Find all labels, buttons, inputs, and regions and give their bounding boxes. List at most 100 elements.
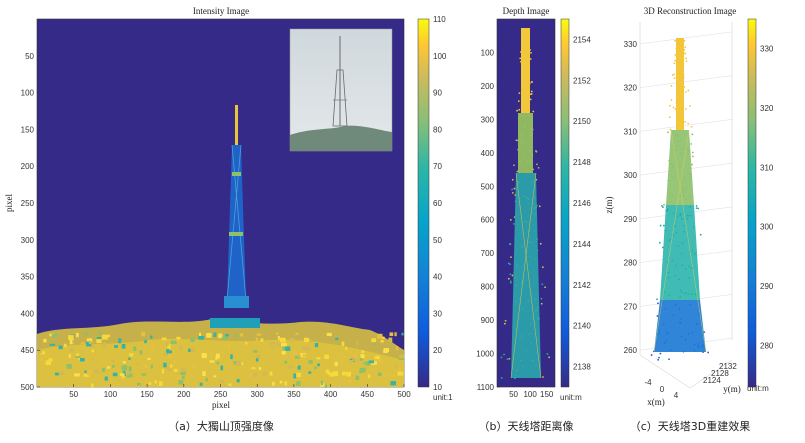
depth-point (516, 170, 519, 173)
recon-colorbar-tick-label: 320 (760, 104, 774, 113)
depth-colorbar-tick-label: 2154 (573, 35, 591, 44)
depth-colorbar-tick-label: 2140 (573, 322, 591, 331)
ground-speckle (199, 382, 203, 386)
ground-speckle (40, 351, 45, 355)
recon-y-tick-label: 2124 (703, 376, 721, 385)
ground-speckle (70, 348, 74, 353)
depth-colorbar-tick-label: 2144 (573, 240, 591, 249)
ground-speckle (58, 345, 63, 350)
ground-speckle (220, 365, 224, 371)
recon-point (684, 46, 687, 49)
ground-speckle (296, 382, 301, 386)
depth-point (509, 242, 511, 245)
ground-speckle (377, 372, 382, 377)
ground-speckle (383, 349, 389, 354)
recon-point (672, 106, 675, 109)
ground-speckle (173, 368, 178, 372)
depth-point (500, 356, 503, 359)
depth-point (509, 219, 512, 221)
ground-speckle (83, 374, 90, 377)
recon-colorbar-tick-label: 330 (760, 45, 774, 54)
ground-speckle (240, 362, 244, 366)
ground-speckle (144, 382, 150, 385)
ground-speckle (104, 334, 111, 338)
ground-speckle (401, 332, 404, 336)
depth-point (538, 205, 541, 208)
caption-c: （c）天线塔3D重建效果 (630, 419, 751, 433)
ground-speckle (68, 354, 71, 358)
ground-speckle (129, 373, 133, 378)
intensity-colorbar-tick-label: 80 (433, 125, 442, 134)
depth-point (537, 166, 540, 169)
ground-speckle (295, 363, 298, 367)
ground-speckle (63, 343, 67, 348)
ground-speckle (352, 357, 358, 362)
depth-point (509, 280, 512, 283)
depth-point (519, 57, 522, 60)
recon-colorbar-tick-label: 290 (760, 282, 774, 291)
depth-point (509, 263, 512, 266)
ground-speckle (141, 332, 146, 337)
ground-speckle (355, 375, 360, 381)
recon-z-tick-label: 320 (624, 84, 638, 93)
recon-point (657, 302, 659, 305)
ground-speckle (357, 354, 361, 358)
depth-point (541, 283, 544, 286)
recon-point (695, 205, 698, 207)
ground-speckle (213, 332, 217, 337)
ground-speckle (97, 332, 103, 335)
ground-speckle (256, 355, 261, 359)
ground-speckle (128, 357, 131, 360)
ground-speckle (382, 374, 386, 377)
recon-point (673, 62, 676, 65)
recon-x-ticks: -4 04 (644, 378, 678, 400)
ground-speckle (133, 346, 137, 352)
depth-point (515, 139, 518, 142)
intensity-y-tick-label: 350 (21, 273, 35, 282)
ground-speckle (170, 364, 173, 368)
recon-point (650, 354, 653, 356)
ground-speckle (167, 353, 173, 359)
depth-point (508, 357, 511, 360)
depth-y-tick-label: 300 (481, 115, 495, 124)
intensity-x-tick-label: 450 (361, 390, 375, 399)
depth-point (511, 178, 514, 181)
recon-ylabel: y(m) (723, 384, 741, 394)
recon-y-tick-label: 2128 (711, 369, 729, 378)
ground-speckle (347, 379, 353, 384)
recon-z-gridline (639, 75, 733, 88)
depth-point (532, 110, 535, 113)
intensity-colorbar-ticks: 10 20 30 40 50 60 70 80 90 100 110 (433, 15, 447, 392)
ground-speckle (163, 362, 167, 368)
depth-colorbar-tick-label: 2152 (573, 76, 591, 85)
ground-speckle (284, 360, 288, 364)
ground-speckle (260, 338, 264, 342)
ground-speckle (112, 364, 115, 368)
ground-speckle (368, 360, 375, 364)
intensity-y-tick-label: 500 (21, 383, 35, 392)
intensity-colorbar-unit: unit:1 (433, 393, 453, 402)
ground-speckle (45, 360, 51, 365)
depth-tower (510, 28, 542, 379)
ground-speckle (74, 373, 80, 377)
depth-y-tick-label: 100 (481, 48, 495, 57)
ground-speckle (209, 360, 215, 363)
ground-speckle (125, 370, 130, 374)
depth-y-ticks: 100 200 300 400 500 600 700 800 900 1000 1100 (476, 48, 500, 392)
ground-speckle (329, 372, 335, 377)
intensity-colorbar-tick-label: 20 (433, 346, 442, 355)
intensity-x-tick-label: 150 (140, 390, 154, 399)
ground-speckle (349, 359, 354, 363)
ground-speckle (90, 344, 95, 348)
intensity-y-tick-label: 50 (25, 52, 34, 61)
ground-speckle (252, 350, 258, 353)
ground-speckle (139, 350, 143, 355)
ground-speckle (121, 343, 126, 349)
ground-speckle (308, 359, 313, 364)
recon-point (657, 358, 660, 361)
depth-colorbar-unit: unit:m (560, 393, 582, 402)
ground-speckle (366, 361, 371, 366)
depth-x-ticks: 50 100 150 (509, 390, 554, 399)
ground-speckle (43, 338, 47, 343)
